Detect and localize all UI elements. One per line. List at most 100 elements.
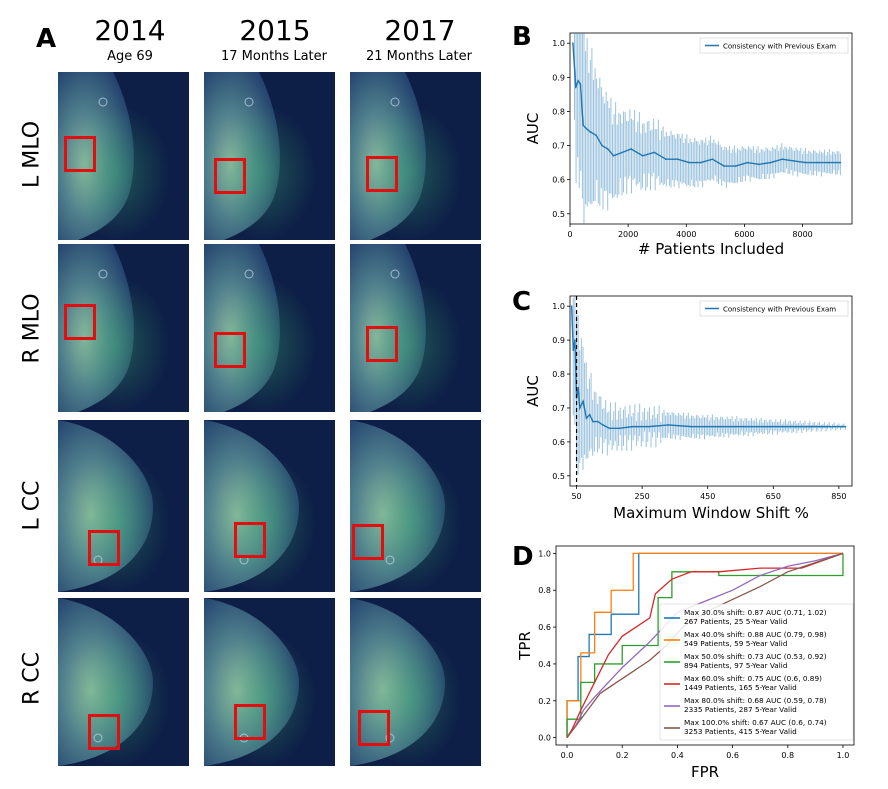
region-of-interest-box xyxy=(64,304,96,340)
roc-curve xyxy=(566,552,844,738)
mammogram-image xyxy=(204,244,335,412)
panel-d-letter: D xyxy=(512,542,534,572)
legend-box xyxy=(699,37,849,54)
y-tick-label: 0.5 xyxy=(552,472,565,481)
y-tick-label: 0.7 xyxy=(552,142,565,151)
region-of-interest-box xyxy=(214,158,246,194)
plot-frame xyxy=(555,545,855,746)
data-point xyxy=(601,424,604,426)
data-point xyxy=(816,161,818,164)
data-point xyxy=(711,158,714,160)
legend-series-name: Max 60.0% shift: 0.75 AUC (0.6, 0.89) xyxy=(684,674,822,683)
mammogram-image xyxy=(350,598,481,766)
x-axis-label: Maximum Window Shift % xyxy=(613,504,809,522)
data-point xyxy=(585,417,588,419)
panel-b-letter: B xyxy=(512,22,532,52)
data-point xyxy=(577,79,579,82)
legend-series-detail: 267 Patients, 25 5-Year Valid xyxy=(684,617,787,626)
column-year-2017: 2017 xyxy=(384,14,456,47)
y-tick-label: 0.6 xyxy=(552,176,565,185)
data-point xyxy=(647,425,650,428)
auc-curve xyxy=(570,306,846,430)
legend-series-detail: 549 Patients, 59 5-Year Valid xyxy=(684,639,787,648)
x-tick-label: 1.0 xyxy=(837,751,850,760)
y-axis-label: AUC xyxy=(524,375,542,407)
row-label-l-cc: L CC xyxy=(19,480,45,531)
data-point xyxy=(793,160,795,162)
region-of-interest-box xyxy=(88,714,120,750)
legend-series-detail: 3253 Patients, 415 5-Year Valid xyxy=(684,727,797,736)
y-tick-label: 0.7 xyxy=(552,404,565,413)
data-point xyxy=(746,161,749,164)
data-point xyxy=(572,42,574,45)
y-tick-label: 0.0 xyxy=(538,734,551,743)
column-year-2014: 2014 xyxy=(94,14,166,47)
y-tick-label: 1.0 xyxy=(552,302,565,311)
data-point xyxy=(601,144,603,147)
data-point xyxy=(723,165,725,167)
y-axis-label: AUC xyxy=(524,113,542,145)
y-tick-label: 0.6 xyxy=(552,438,565,447)
data-point xyxy=(769,425,771,428)
data-point xyxy=(795,425,798,428)
data-point xyxy=(688,161,690,164)
data-point xyxy=(700,161,702,164)
y-tick-label: 0.2 xyxy=(538,697,551,706)
x-tick-label: 4000 xyxy=(676,230,696,239)
chart-auc-vs-patients: 0 2000 4000 6000 8000 0.5 0.6 0.7 0.8 0.9 1.0 # Pat… xyxy=(524,32,853,258)
y-tick-label: 1.0 xyxy=(538,549,551,558)
y-tick-label: 0.4 xyxy=(538,660,551,669)
data-point xyxy=(579,407,581,409)
x-tick-label: 0.8 xyxy=(781,751,794,760)
x-tick-label: 0 xyxy=(567,230,572,239)
data-point xyxy=(676,158,679,160)
data-point xyxy=(667,424,670,426)
column-subtitle-21-months: 21 Months Later xyxy=(366,49,472,64)
panel-c-letter: C xyxy=(512,287,532,317)
data-point xyxy=(585,127,588,130)
data-point xyxy=(631,425,634,428)
data-point xyxy=(804,161,807,164)
x-tick-label: 50 xyxy=(571,492,581,501)
x-tick-label: 850 xyxy=(831,492,846,501)
y-tick-label: 0.9 xyxy=(552,73,565,82)
mammogram-image xyxy=(204,420,335,592)
data-point xyxy=(653,151,656,154)
data-point xyxy=(577,386,579,389)
data-point xyxy=(572,349,575,352)
chart-auc-vs-window-shift: 50 250 450 650 850 0.5 0.6 0.7 0.8 0.9 1.0 Maximum … xyxy=(524,295,853,522)
legend-box xyxy=(659,603,854,741)
data-point xyxy=(734,165,737,167)
data-point xyxy=(665,158,667,160)
data-point xyxy=(570,305,573,307)
column-year-2015: 2015 xyxy=(239,14,311,47)
data-point xyxy=(588,413,591,416)
data-point xyxy=(612,154,615,157)
x-tick-label: 250 xyxy=(634,492,649,501)
region-of-interest-box xyxy=(366,326,398,362)
row-label-r-mlo: R MLO xyxy=(19,293,45,364)
data-point xyxy=(592,420,594,423)
data-point xyxy=(582,400,584,402)
x-tick-label: 6000 xyxy=(734,230,754,239)
legend-box xyxy=(699,300,849,317)
data-point xyxy=(589,131,592,133)
legend-label: Consistency with Previous Exam xyxy=(723,43,836,51)
legend-series-name: Max 30.0% shift: 0.87 AUC (0.71, 1.02) xyxy=(684,608,827,617)
data-point xyxy=(618,427,620,430)
data-point xyxy=(597,420,599,423)
region-of-interest-box xyxy=(234,704,266,740)
data-point xyxy=(781,158,784,160)
mammogram-image xyxy=(58,244,189,412)
data-point xyxy=(595,134,597,137)
x-tick-label: 0.2 xyxy=(616,751,629,760)
auc-curve xyxy=(572,43,841,167)
column-subtitle-age: Age 69 xyxy=(107,49,153,64)
y-tick-label: 0.8 xyxy=(538,586,551,595)
roc-curve xyxy=(566,552,844,739)
region-of-interest-box xyxy=(358,710,390,746)
data-point xyxy=(641,154,644,157)
chart-roc-curves: 0.0 0.2 0.4 0.6 0.8 1.0 0.0 0.2 0.4 0.6 0.8 1.0 FPR T… xyxy=(516,545,855,781)
data-point xyxy=(582,124,584,126)
column-subtitle-17-months: 17 Months Later xyxy=(221,49,327,64)
